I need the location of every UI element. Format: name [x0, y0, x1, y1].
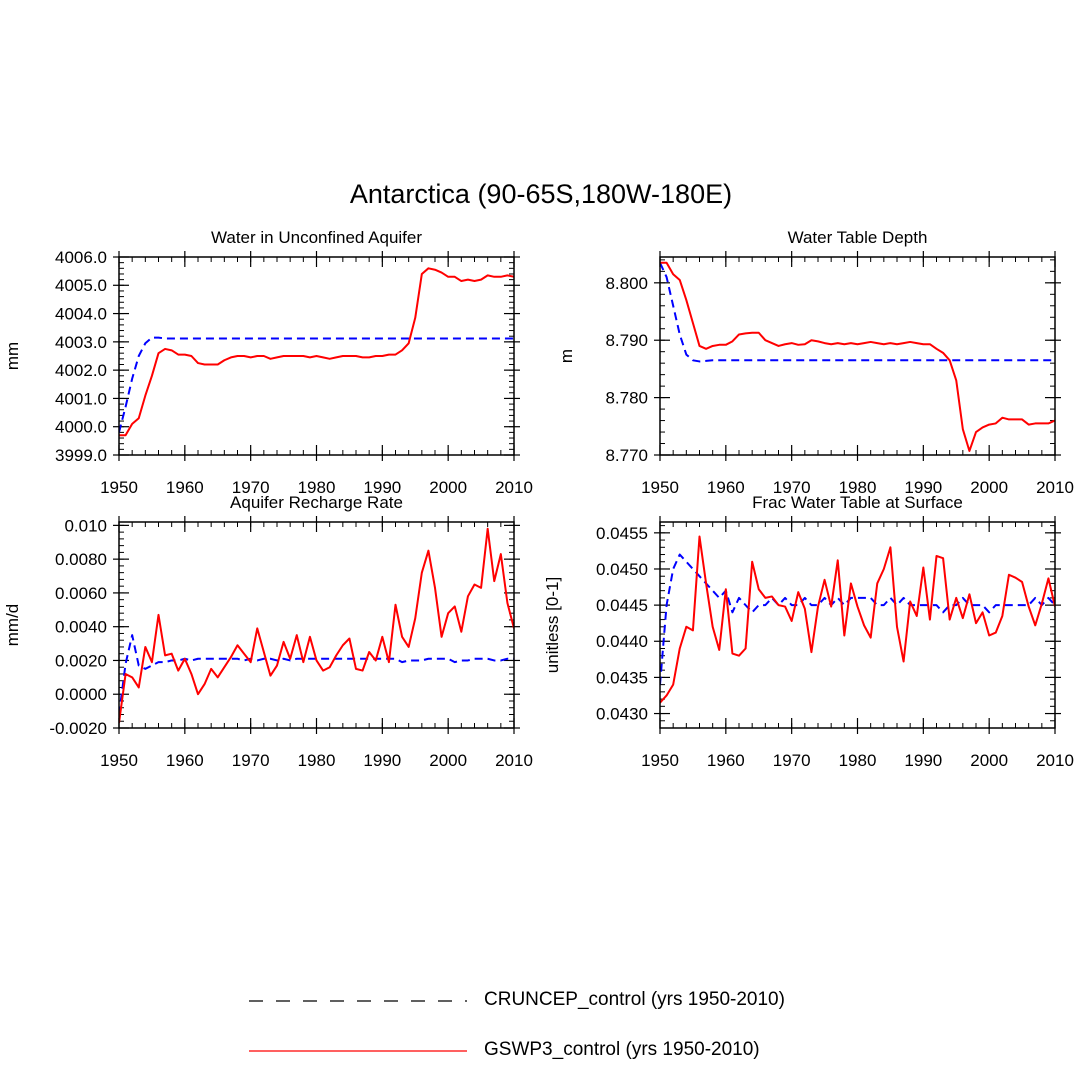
x-tick-label: 1960 — [707, 478, 745, 497]
y-tick-label: 4004.0 — [55, 305, 107, 324]
x-tick-label: 1980 — [839, 751, 877, 770]
y-tick-label: 8.790 — [605, 331, 648, 350]
plot-frame — [118, 521, 515, 729]
series-line-gswp3-control — [660, 535, 1055, 704]
y-tick-label: 0.0430 — [596, 704, 648, 723]
panel-aquifer-recharge-rate: Aquifer Recharge Rate mm/d 1950 1960 1970 198… — [3, 493, 533, 770]
x-tick-label: 1950 — [100, 478, 138, 497]
x-tick-label: 1990 — [904, 751, 942, 770]
y-tick-label: 8.800 — [605, 274, 648, 293]
y-axis-label: unitless [0-1] — [543, 577, 562, 673]
y-tick-label: 8.770 — [605, 446, 648, 465]
y-tick-label: 4003.0 — [55, 333, 107, 352]
panel-water-table-depth: Water Table Depth m 1950 1960 1970 1980 1990 20… — [557, 228, 1074, 497]
x-tick-label: 2000 — [970, 478, 1008, 497]
x-tick-label: 1980 — [839, 478, 877, 497]
x-tick-label: 1950 — [641, 751, 679, 770]
series-line-cruncep-control — [119, 336, 514, 433]
x-tick-label: 1950 — [641, 478, 679, 497]
y-tick-label: 0.0060 — [55, 584, 107, 603]
y-tick-label: 4001.0 — [55, 389, 107, 408]
series-line-gswp3-control — [119, 527, 514, 724]
plot-frame — [659, 256, 1056, 456]
x-tick-label: 1950 — [100, 751, 138, 770]
x-tick-label: 1970 — [232, 751, 270, 770]
y-tick-label: 4006.0 — [55, 248, 107, 267]
y-axis-label: mm — [3, 342, 22, 370]
x-tick-label: 2000 — [429, 478, 467, 497]
legend-label-gswp3: GSWP3_control (yrs 1950-2010) — [484, 1039, 760, 1060]
panel-frac-water-table-at-surface: Frac Water Table at Surface unitless [0-1… — [543, 493, 1074, 770]
x-tick-label: 1980 — [298, 478, 336, 497]
x-tick-label: 1990 — [363, 751, 401, 770]
y-tick-label: 0.0020 — [55, 651, 107, 670]
x-tick-label: 1970 — [773, 751, 811, 770]
x-tick-label: 1960 — [707, 751, 745, 770]
panel-title: Water in Unconfined Aquifer — [211, 228, 422, 247]
plot-frame — [659, 521, 1056, 729]
x-tick-label: 2000 — [970, 751, 1008, 770]
series-line-gswp3-control — [660, 261, 1055, 452]
y-tick-label: -0.0020 — [49, 719, 107, 738]
y-tick-label: 0.010 — [64, 516, 107, 535]
y-tick-label: 4002.0 — [55, 361, 107, 380]
y-tick-label: 0.0040 — [55, 618, 107, 637]
y-axis-label: mm/d — [3, 604, 22, 647]
y-tick-label: 0.0445 — [596, 596, 648, 615]
x-tick-label: 1960 — [166, 478, 204, 497]
y-axis-label: m — [557, 349, 576, 363]
legend — [249, 1000, 467, 1052]
y-tick-label: 4000.0 — [55, 418, 107, 437]
x-tick-label: 1980 — [298, 751, 336, 770]
plot-frame — [118, 256, 515, 456]
y-tick-label: 0.0080 — [55, 550, 107, 569]
y-tick-label: 3999.0 — [55, 446, 107, 465]
panel-title: Frac Water Table at Surface — [752, 493, 963, 512]
y-tick-label: 0.0440 — [596, 632, 648, 651]
series-line-cruncep-control — [660, 262, 1055, 363]
y-tick-label: 0.0435 — [596, 668, 648, 687]
y-tick-label: 0.0450 — [596, 560, 648, 579]
x-tick-label: 1970 — [232, 478, 270, 497]
x-tick-label: 1960 — [166, 751, 204, 770]
x-tick-label: 2010 — [495, 478, 533, 497]
panel-water-in-unconfined-aquifer: Water in Unconfined Aquifer mm 1950 1960 197… — [3, 228, 533, 497]
y-tick-label: 4005.0 — [55, 276, 107, 295]
chart-panels: Water in Unconfined Aquifer mm 1950 1960 197… — [3, 228, 1074, 770]
x-tick-label: 1990 — [904, 478, 942, 497]
y-tick-label: 0.0000 — [55, 685, 107, 704]
x-tick-label: 1970 — [773, 478, 811, 497]
panel-title: Aquifer Recharge Rate — [230, 493, 403, 512]
x-tick-label: 2000 — [429, 751, 467, 770]
x-tick-label: 1990 — [363, 478, 401, 497]
x-tick-label: 2010 — [495, 751, 533, 770]
panel-title: Water Table Depth — [788, 228, 928, 247]
legend-label-cruncep: CRUNCEP_control (yrs 1950-2010) — [484, 989, 785, 1010]
figure-title: Antarctica (90-65S,180W-180E) — [350, 179, 732, 209]
x-tick-label: 2010 — [1036, 478, 1074, 497]
x-tick-label: 2010 — [1036, 751, 1074, 770]
y-tick-label: 0.0455 — [596, 524, 648, 543]
y-tick-label: 8.780 — [605, 389, 648, 408]
series-line-gswp3-control — [119, 267, 514, 437]
